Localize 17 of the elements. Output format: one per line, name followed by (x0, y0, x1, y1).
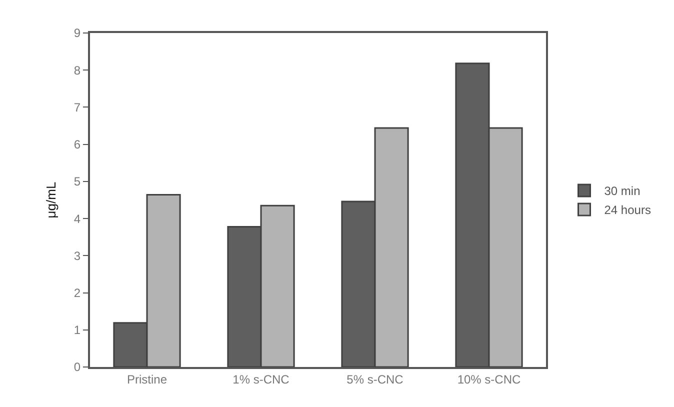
legend-label: 30 min (604, 184, 640, 198)
y-tick-label: 6 (74, 138, 81, 152)
legend-label: 24 hours (604, 203, 651, 218)
x-tick-label: 1% s-CNC (232, 372, 290, 386)
y-tick-label: 8 (74, 63, 81, 78)
y-tick-label: 5 (74, 174, 81, 189)
y-tick-label: 1 (74, 323, 81, 338)
y-tick-label: 4 (74, 212, 81, 226)
y-axis-title: μg/mL (43, 182, 58, 218)
y-tick-label: 2 (74, 286, 81, 300)
x-tick-label: Pristine (126, 372, 168, 386)
y-tick-label: 3 (74, 248, 81, 263)
y-tick-label: 7 (74, 100, 81, 114)
y-tick-label: 0 (74, 360, 81, 374)
x-tick-label: 5% s-CNC (346, 372, 404, 386)
y-tick-label: 9 (74, 26, 81, 40)
x-tick-label: 10% s-CNC (457, 372, 521, 386)
